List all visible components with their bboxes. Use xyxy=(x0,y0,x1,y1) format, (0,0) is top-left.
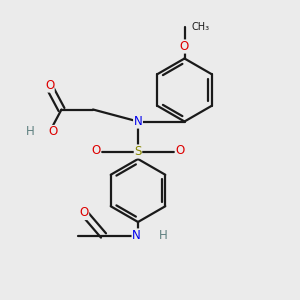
Text: H: H xyxy=(159,229,168,242)
Text: O: O xyxy=(45,79,54,92)
Text: O: O xyxy=(176,143,184,157)
Text: H: H xyxy=(26,125,34,139)
Text: CH₃: CH₃ xyxy=(192,22,210,32)
Text: O: O xyxy=(92,143,100,157)
Text: O: O xyxy=(180,40,189,53)
Text: O: O xyxy=(48,125,57,139)
Text: N: N xyxy=(132,229,141,242)
Text: O: O xyxy=(80,206,88,220)
Text: N: N xyxy=(134,115,142,128)
Text: S: S xyxy=(134,145,142,158)
